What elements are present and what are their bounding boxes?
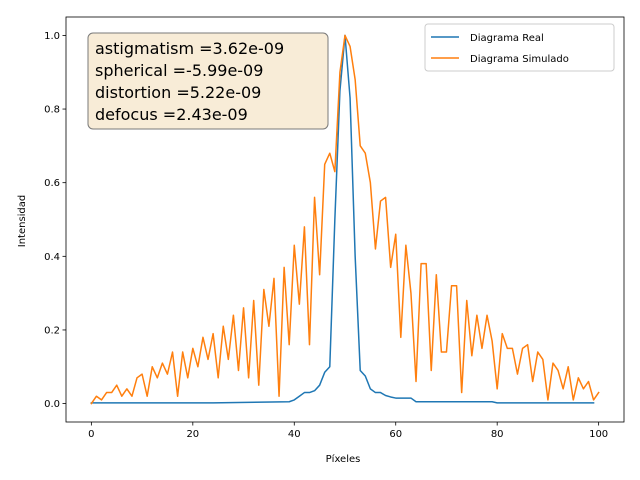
annotation-defocus: defocus =2.43e-09	[95, 105, 248, 124]
x-tick-label: 80	[491, 429, 504, 440]
legend-label-real: Diagrama Real	[470, 33, 544, 44]
annotation-astigmatism: astigmatism =3.62e-09	[95, 39, 284, 58]
y-tick-label: 0.2	[44, 325, 60, 336]
legend: Diagrama Real Diagrama Simulado	[424, 23, 615, 72]
x-tick-label: 100	[589, 429, 608, 440]
annotation-distortion: distortion =5.22e-09	[95, 83, 261, 102]
x-tick-label: 20	[186, 429, 199, 440]
x-tick-label: 40	[288, 429, 301, 440]
series-layer	[90, 34, 600, 405]
y-tick-label: 1.0	[44, 31, 60, 42]
series-line-simulado	[90, 34, 600, 405]
legend-frame	[424, 23, 615, 72]
x-axis-label: Píxeles	[326, 453, 361, 465]
axes-frame	[65, 16, 625, 423]
x-tick-label: 60	[389, 429, 402, 440]
y-tick-label: 0.0	[44, 399, 60, 410]
axes-layer: 0 20 40 60 80 100 0.0 0.2 0.4 0.6 0.8 1.0	[44, 16, 625, 440]
y-tick-label: 0.4	[44, 252, 60, 263]
y-axis-label: Intensidad	[17, 195, 28, 248]
legend-label-simulado: Diagrama Simulado	[470, 54, 569, 65]
y-tick-label: 0.6	[44, 178, 60, 189]
y-tick-label: 0.8	[44, 105, 60, 116]
x-tick-label: 0	[88, 429, 94, 440]
annotation-background	[87, 32, 329, 130]
series-line-real	[90, 34, 595, 404]
parameter-annotation-box: astigmatism =3.62e-09 spherical =-5.99e-…	[87, 32, 329, 130]
annotation-spherical: spherical =-5.99e-09	[95, 61, 263, 80]
